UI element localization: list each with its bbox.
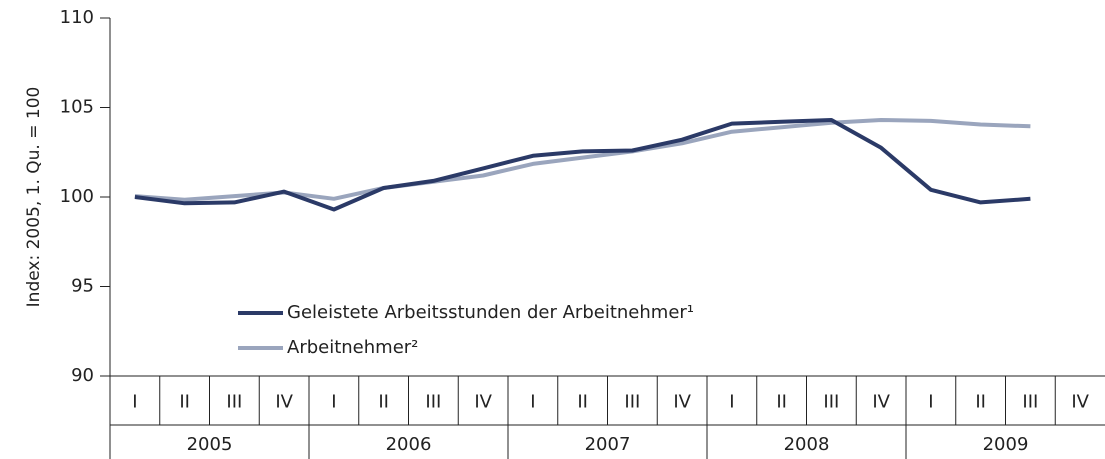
y-tick-label: 110 — [60, 7, 94, 28]
x-tick-label: II — [378, 392, 389, 413]
x-tick-label: I — [530, 392, 535, 413]
x-tick-label: IV — [872, 392, 890, 413]
x-tick-label: III — [624, 392, 640, 413]
x-tick-label: IV — [275, 392, 293, 413]
x-tick-label: IV — [474, 392, 492, 413]
x-tick-label: I — [331, 392, 336, 413]
x-tick-label: IV — [673, 392, 691, 413]
y-tick-label: 90 — [71, 365, 94, 386]
legend-label: Geleistete Arbeitsstunden der Arbeitnehm… — [287, 302, 694, 323]
x-tick-label: III — [823, 392, 839, 413]
x-tick-label: IV — [1071, 392, 1089, 413]
year-label: 2007 — [585, 434, 631, 455]
x-tick-label: I — [132, 392, 137, 413]
x-tick-label: I — [928, 392, 933, 413]
x-tick-label: II — [577, 392, 588, 413]
x-tick-label: II — [179, 392, 190, 413]
y-tick-label: 95 — [71, 276, 94, 297]
y-tick-label: 100 — [60, 186, 94, 207]
x-tick-label: II — [776, 392, 787, 413]
year-label: 2006 — [386, 434, 432, 455]
y-axis-label: Index: 2005, 1. Qu. = 100 — [24, 87, 44, 308]
line-series — [134, 118, 1031, 212]
x-tick-label: III — [226, 392, 242, 413]
x-tick-label: III — [425, 392, 441, 413]
year-label: 2008 — [784, 434, 830, 455]
legend-label: Arbeitnehmer² — [287, 337, 418, 358]
x-tick-label: II — [975, 392, 986, 413]
y-tick-label: 105 — [60, 97, 94, 118]
x-tick-label: I — [729, 392, 734, 413]
year-label: 2009 — [983, 434, 1029, 455]
x-tick-label: III — [1022, 392, 1038, 413]
year-label: 2005 — [187, 434, 233, 455]
